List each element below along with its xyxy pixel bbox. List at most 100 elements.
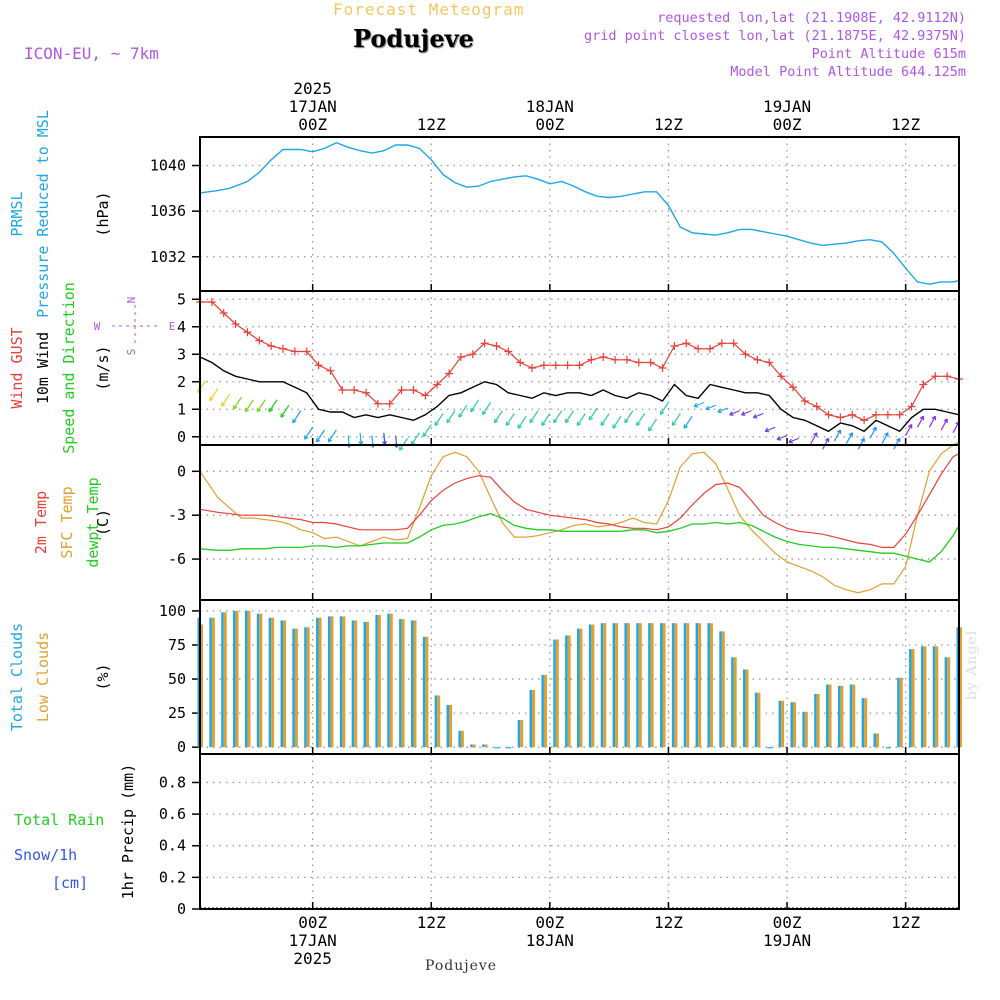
gust-marker <box>219 309 228 317</box>
total-clouds-bar <box>743 669 746 748</box>
gust-marker <box>765 358 774 367</box>
y-tick-label: 1040 <box>150 157 186 175</box>
low-clouds-bar <box>935 646 939 748</box>
wind-direction-arrow <box>358 432 364 446</box>
gust-marker <box>350 386 359 394</box>
bottom-time-label: 2025 <box>293 949 332 968</box>
bottom-time-label: 12Z <box>891 913 920 932</box>
wind-direction-arrow <box>729 410 740 416</box>
low-clouds-bar <box>852 684 856 748</box>
gust-marker <box>682 339 691 348</box>
low-clouds-bar <box>200 624 203 748</box>
gust-marker <box>812 402 821 411</box>
total-clouds-bar <box>695 623 699 748</box>
gust-marker <box>717 339 726 348</box>
gust-marker <box>658 364 667 372</box>
wind-direction-arrow <box>776 434 788 441</box>
wind-direction-arrow <box>505 413 515 427</box>
low-clouds-bar <box>603 623 607 748</box>
zero-cloud-mark <box>885 747 891 749</box>
total-clouds-bar <box>221 612 224 748</box>
total-clouds-bar <box>612 623 616 748</box>
total-clouds-bar <box>304 627 307 748</box>
total-clouds-bar <box>553 639 556 748</box>
low-clouds-bar <box>840 685 844 748</box>
wind-direction-arrow <box>209 388 219 402</box>
total-clouds-bar <box>671 623 675 748</box>
dewpt-line <box>199 513 960 563</box>
total-clouds-bar <box>849 684 853 748</box>
total-clouds-bar <box>244 610 248 748</box>
wind-direction-arrow <box>382 432 387 446</box>
wind-direction-arrow <box>833 429 842 442</box>
top-time-label: 17JAN <box>289 97 337 116</box>
wind-direction-arrow <box>458 404 468 418</box>
low-clouds-bar <box>864 698 868 748</box>
low-clouds-bar <box>959 627 962 748</box>
low-clouds-bar <box>745 669 749 748</box>
low-clouds-bar <box>211 617 215 748</box>
total-clouds-bar <box>256 613 260 748</box>
wind-direction-arrow <box>612 415 622 429</box>
total-clouds-bar <box>387 613 390 748</box>
point-altitude: Point Altitude 615m <box>811 46 966 62</box>
total-clouds-bar <box>956 627 959 748</box>
total-clouds-bar <box>268 617 272 748</box>
watermark: by Angel <box>964 629 980 700</box>
total-clouds-bar <box>790 702 793 748</box>
total-clouds-bar <box>837 685 841 748</box>
unit-label: (C) <box>94 509 112 536</box>
total-clouds-bar <box>731 657 734 748</box>
low-clouds-bar <box>626 623 630 748</box>
y-tick-label: 0.4 <box>159 837 186 855</box>
low-clouds-bar <box>899 677 903 748</box>
panel-precip: 0 0.2 0.4 0.6 0.8 1hr Precip (mm) Total Rain Sn… <box>14 754 959 918</box>
top-time-label: 12Z <box>417 115 446 134</box>
pressure-line <box>199 141 960 285</box>
legend-label: Total Rain <box>14 811 104 829</box>
low-clouds-bar <box>520 719 524 748</box>
total-clouds-bar <box>920 646 924 748</box>
y-tick-label: 50 <box>168 670 186 688</box>
compass-south: S <box>125 349 138 356</box>
low-clouds-bar <box>377 614 381 748</box>
wind-direction-arrow <box>256 399 266 413</box>
gust-marker <box>279 344 288 353</box>
wind-direction-arrow <box>705 404 717 411</box>
gust-marker <box>611 355 620 364</box>
wind-direction-arrow <box>659 402 669 416</box>
wind-direction-arrow <box>857 437 865 450</box>
gust-marker <box>599 353 608 361</box>
gust-marker <box>729 339 738 348</box>
wind-direction-arrow <box>764 426 776 433</box>
total-clouds-bar <box>909 649 912 748</box>
compass-east: E <box>169 320 176 333</box>
wind-direction-arrow <box>940 418 948 431</box>
wind-direction-arrow <box>553 410 563 424</box>
low-clouds-bar <box>947 657 951 748</box>
total-clouds-bar <box>458 730 461 748</box>
low-clouds-bar <box>354 620 358 748</box>
total-clouds-bar <box>399 619 402 748</box>
top-time-label: 00Z <box>773 115 802 134</box>
total-clouds-bar <box>482 744 485 748</box>
legend-label: Snow/1h <box>14 846 77 864</box>
gust-marker <box>338 386 347 394</box>
legend-label: [cm] <box>52 874 88 892</box>
total-clouds-bar <box>588 624 592 748</box>
gust-marker <box>373 399 382 408</box>
low-clouds-bar <box>413 620 417 748</box>
y-tick-label: 4 <box>177 318 186 336</box>
low-clouds-bar <box>223 612 227 748</box>
total-clouds-bar <box>624 623 627 748</box>
total-clouds-bar <box>944 657 948 748</box>
low-clouds-bar <box>283 620 287 748</box>
total-clouds-bar <box>351 620 355 748</box>
y-tick-label: 25 <box>168 704 186 722</box>
total-clouds-bar <box>636 623 639 748</box>
low-clouds-bar <box>923 646 927 748</box>
footer-location: Podujeve <box>425 958 498 974</box>
wind-direction-arrow <box>788 437 800 444</box>
wind-direction-arrow <box>740 410 752 416</box>
panel-wind: 0 1 2 3 4 5 (m/s) Wind GUST 10m Wind Speed and Di… <box>8 282 959 454</box>
